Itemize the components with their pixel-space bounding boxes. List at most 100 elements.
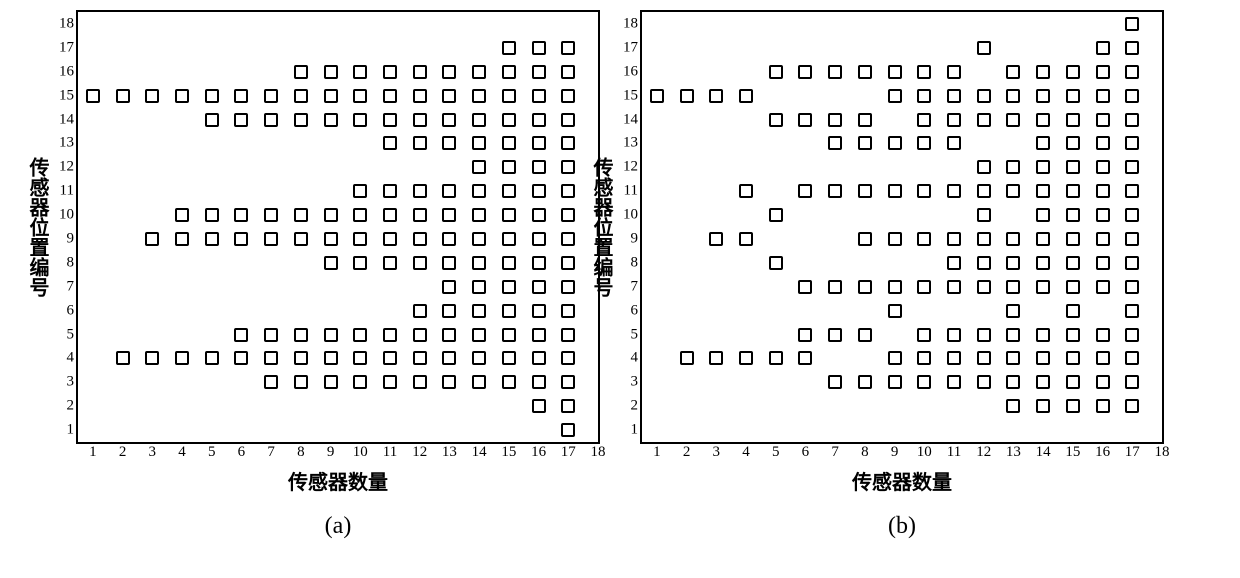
- data-marker: [1066, 399, 1080, 413]
- data-marker: [1066, 328, 1080, 342]
- data-marker: [442, 375, 456, 389]
- data-marker: [798, 65, 812, 79]
- y-tick: 3: [631, 374, 643, 391]
- data-marker: [1096, 280, 1110, 294]
- data-marker: [977, 232, 991, 246]
- data-marker: [739, 351, 753, 365]
- data-marker: [1066, 232, 1080, 246]
- y-tick: 18: [59, 15, 78, 32]
- data-marker: [383, 232, 397, 246]
- x-tick: 13: [442, 442, 457, 461]
- y-tick: 5: [631, 326, 643, 343]
- data-marker: [1066, 160, 1080, 174]
- data-marker: [532, 280, 546, 294]
- x-tick: 17: [561, 442, 576, 461]
- data-marker: [947, 256, 961, 270]
- y-tick: 17: [623, 39, 642, 56]
- data-marker: [828, 328, 842, 342]
- data-marker: [917, 351, 931, 365]
- data-marker: [324, 89, 338, 103]
- data-marker: [442, 113, 456, 127]
- y-tick: 9: [67, 230, 79, 247]
- data-marker: [383, 113, 397, 127]
- data-marker: [413, 136, 427, 150]
- data-marker: [116, 351, 130, 365]
- y-tick: 15: [59, 87, 78, 104]
- data-marker: [353, 328, 367, 342]
- data-marker: [532, 256, 546, 270]
- data-marker: [561, 89, 575, 103]
- data-marker: [1066, 113, 1080, 127]
- data-marker: [1125, 375, 1139, 389]
- data-marker: [234, 113, 248, 127]
- y-tick: 2: [631, 398, 643, 415]
- data-marker: [1096, 375, 1110, 389]
- data-marker: [502, 375, 516, 389]
- x-tick: 11: [947, 442, 961, 461]
- data-marker: [205, 232, 219, 246]
- data-marker: [324, 328, 338, 342]
- data-marker: [561, 351, 575, 365]
- x-tick: 14: [472, 442, 487, 461]
- data-marker: [858, 328, 872, 342]
- data-marker: [798, 113, 812, 127]
- data-marker: [324, 256, 338, 270]
- data-marker: [858, 232, 872, 246]
- data-marker: [532, 65, 546, 79]
- data-marker: [175, 208, 189, 222]
- data-marker: [1125, 113, 1139, 127]
- data-marker: [1125, 160, 1139, 174]
- data-marker: [472, 328, 486, 342]
- data-marker: [472, 184, 486, 198]
- x-axis-label-a: 传感器数量: [288, 466, 388, 495]
- data-marker: [116, 89, 130, 103]
- data-marker: [977, 280, 991, 294]
- panel-b: 传感器位置编号123456789101112131415161718123456…: [640, 10, 1164, 540]
- data-marker: [532, 208, 546, 222]
- data-marker: [977, 41, 991, 55]
- data-marker: [977, 89, 991, 103]
- data-marker: [561, 423, 575, 437]
- data-marker: [1096, 160, 1110, 174]
- data-marker: [442, 89, 456, 103]
- data-marker: [1096, 136, 1110, 150]
- data-marker: [324, 351, 338, 365]
- data-marker: [532, 184, 546, 198]
- data-marker: [680, 351, 694, 365]
- data-marker: [234, 89, 248, 103]
- data-marker: [1125, 41, 1139, 55]
- data-marker: [1036, 399, 1050, 413]
- data-marker: [888, 351, 902, 365]
- data-marker: [739, 184, 753, 198]
- data-marker: [1006, 351, 1020, 365]
- data-marker: [532, 328, 546, 342]
- data-marker: [1036, 256, 1050, 270]
- data-marker: [294, 375, 308, 389]
- data-marker: [1036, 160, 1050, 174]
- x-tick: 16: [1095, 442, 1110, 461]
- y-tick: 8: [631, 254, 643, 271]
- y-tick: 9: [631, 230, 643, 247]
- data-marker: [383, 256, 397, 270]
- data-marker: [502, 160, 516, 174]
- data-marker: [472, 160, 486, 174]
- data-marker: [413, 232, 427, 246]
- x-tick: 7: [267, 442, 275, 461]
- y-tick: 7: [67, 278, 79, 295]
- data-marker: [947, 328, 961, 342]
- x-tick: 3: [713, 442, 721, 461]
- y-tick: 5: [67, 326, 79, 343]
- data-marker: [709, 351, 723, 365]
- data-marker: [234, 208, 248, 222]
- data-marker: [1006, 160, 1020, 174]
- data-marker: [234, 232, 248, 246]
- data-marker: [264, 351, 278, 365]
- data-marker: [798, 280, 812, 294]
- data-marker: [917, 89, 931, 103]
- data-marker: [353, 232, 367, 246]
- data-marker: [947, 89, 961, 103]
- data-marker: [442, 280, 456, 294]
- y-tick: 12: [623, 159, 642, 176]
- y-tick: 1: [631, 422, 643, 439]
- data-marker: [561, 256, 575, 270]
